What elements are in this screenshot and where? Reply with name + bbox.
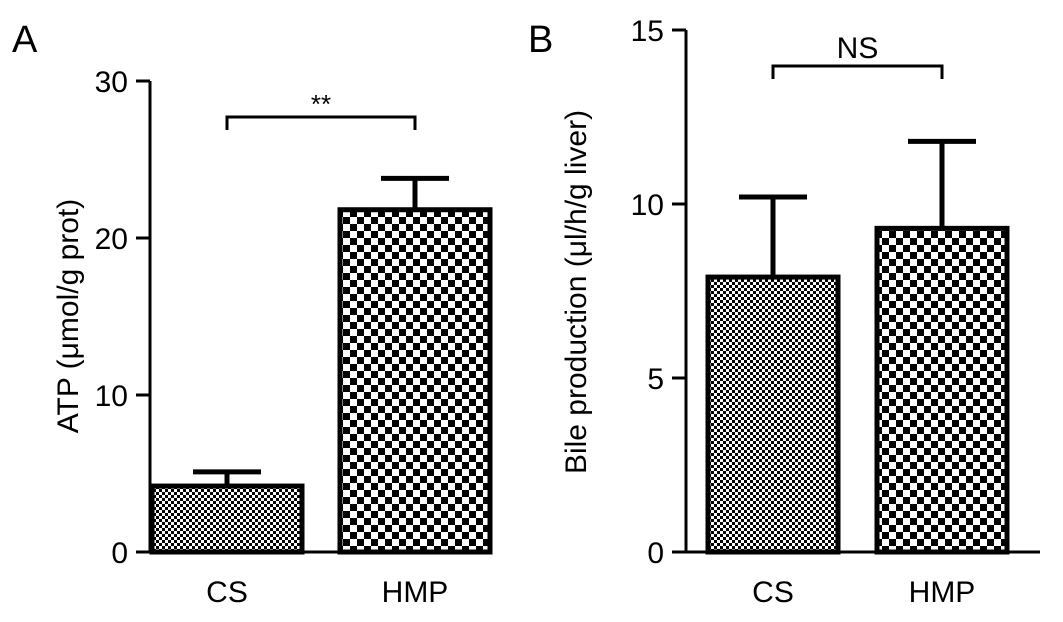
panel-b-significance: NS [771,32,944,79]
panel-a: A ATP (μmol/g prot) ** 0 10 20 30 CS HMP [12,19,493,609]
panel-b-y-tick-label: 5 [647,363,664,396]
panel-a-y-tick-label: 30 [95,66,128,99]
panel-a-bar-cs [149,483,305,555]
panel-a-y-tick-label: 0 [111,537,128,570]
panel-a-y-tick-label: 10 [95,380,128,413]
panel-b-y-tick-label: 15 [631,15,664,48]
panel-b-y-axis-label: Bile production (μl/h/g liver) [560,110,593,474]
panel-a-y-axis-label: ATP (μmol/g prot) [52,199,85,434]
panel-a-significance: ** [225,89,417,130]
panel-a-significance-label: ** [311,89,331,119]
panel-b-error-bars [739,138,976,278]
panel-a-y-tick-label: 20 [95,223,128,256]
panel-b-bar-hmp [874,225,1010,555]
panel-b-significance-label: NS [837,32,879,65]
panel-a-error-bars [193,175,449,487]
panel-b-bars [705,225,1010,555]
panel-b: B Bile production (μl/h/g liver) NS 0 5 10… [528,15,1040,609]
panel-a-ticks: 0 10 20 30 CS HMP [95,66,449,609]
panel-a-bar-hmp [337,207,493,555]
panel-b-ticks: 0 5 10 15 CS HMP [631,15,976,609]
panel-b-x-tick-label: HMP [909,576,976,609]
panel-b-bar-cs [705,274,841,555]
panel-b-y-tick-label: 10 [631,189,664,222]
panel-b-x-tick-label: CS [752,576,794,609]
panel-b-label: B [528,19,553,61]
panel-a-significance-bracket [225,115,417,130]
panel-b-y-tick-label: 0 [647,537,664,570]
panel-a-x-tick-label: CS [206,576,248,609]
panel-a-label: A [12,19,38,61]
panel-a-bars [149,207,493,555]
panel-a-x-tick-label: HMP [382,576,449,609]
panel-b-significance-bracket [771,64,944,79]
